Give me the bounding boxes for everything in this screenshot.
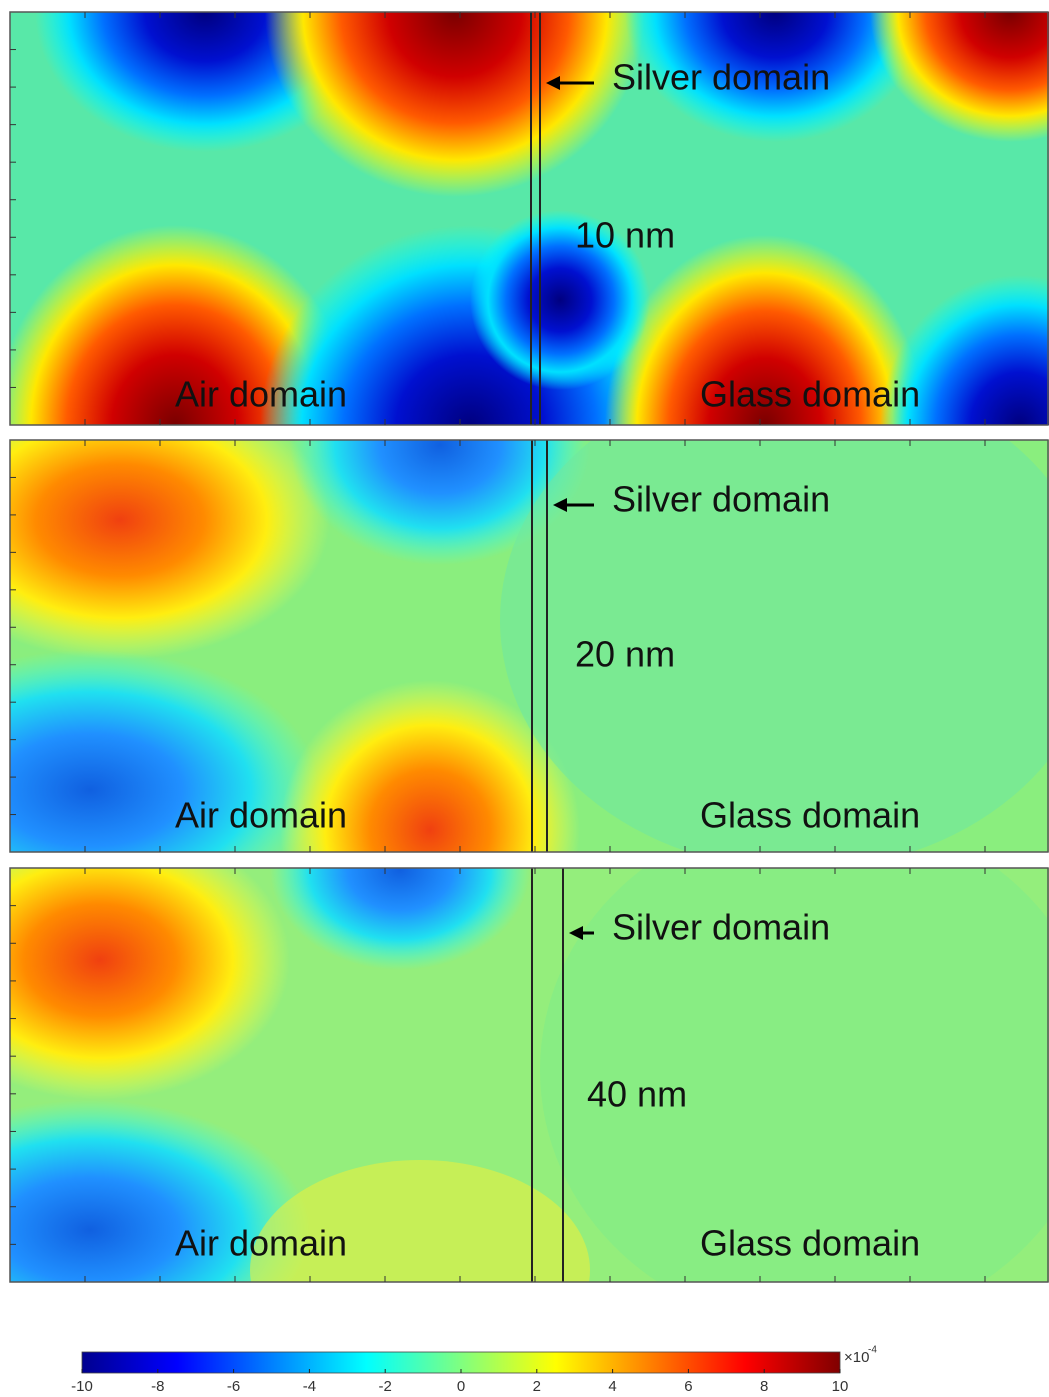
air-label: Air domain [175,795,347,836]
field-lobe [500,440,1049,852]
thickness-label: 20 nm [575,634,675,675]
panel [10,440,1049,852]
field-lobe [10,1100,310,1282]
field-lobe [265,12,645,197]
field-lobe [870,12,1049,142]
colorbar-tick-label: 10 [832,1378,849,1395]
field-lobe [880,275,1049,425]
air-label: Air domain [175,1223,347,1264]
arrow-head [553,498,567,512]
field-lobe [625,12,925,142]
colorbar-tick-label: 2 [533,1378,541,1395]
glass-label: Glass domain [700,795,920,836]
colorbar-tick-label: -10 [71,1378,93,1395]
colorbar-tick-label: -6 [227,1378,240,1395]
glass-label: Glass domain [700,1223,920,1264]
colorbar-tick-label: 8 [760,1378,768,1395]
colorbar-tick-label: -4 [303,1378,316,1395]
colorbar-multiplier: ×10 [844,1349,869,1366]
field-lobe [470,210,650,390]
silver-label: Silver domain [612,479,830,520]
silver-label: Silver domain [612,57,830,98]
colorbar-tick-label: 6 [684,1378,692,1395]
arrow-head [546,76,560,90]
field-lobe [10,440,330,660]
colorbar-tick-label: -2 [379,1378,392,1395]
colorbar-tick-label: 4 [608,1378,616,1395]
field-lobe [605,235,925,425]
field-lobe [250,1160,590,1282]
panel [10,12,1049,425]
silver-label: Silver domain [612,907,830,948]
colorbar-tick-label: 0 [457,1378,465,1395]
field-lobe [290,440,590,565]
colorbar-tick-label: -8 [151,1378,164,1395]
panel-frame [9,867,1049,1283]
thickness-label: 10 nm [575,215,675,256]
field-lobe [540,868,1049,1282]
panel [10,868,1049,1282]
thickness-label: 40 nm [587,1074,687,1115]
panel-frame [9,11,1049,426]
air-label: Air domain [175,374,347,415]
panel-frame [9,439,1049,853]
colorbar-exponent: -4 [868,1345,877,1356]
field-lobe [10,650,320,852]
field-lobe [10,868,290,1100]
arrow-head [569,926,583,940]
glass-label: Glass domain [700,374,920,415]
field-lobe [270,868,530,970]
field-lobe [280,680,580,852]
